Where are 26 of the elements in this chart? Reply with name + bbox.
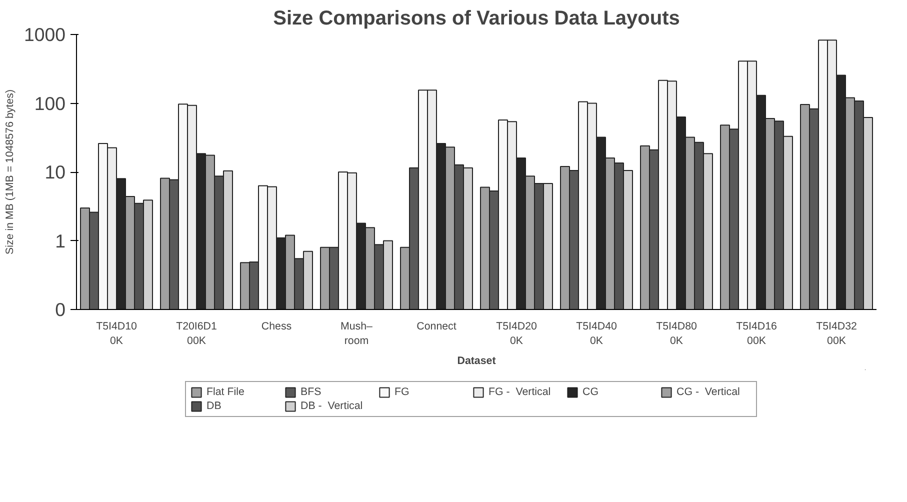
legend-label: Flat File (206, 386, 246, 398)
legend-label: CG - Vertical (676, 386, 741, 398)
y-tick-label: 1 (55, 230, 66, 252)
legend-label: DB (206, 400, 222, 412)
legend-label: CG (582, 386, 600, 398)
x-tick-label: Mush– room (340, 320, 373, 347)
x-tick-label: T5I4D10 0K (96, 320, 138, 347)
y-tick-label: 1000 (24, 24, 66, 45)
y-tick-label: 10 (44, 162, 66, 182)
x-tick-label: Chess (261, 320, 292, 332)
legend-label: DB - Vertical (300, 400, 364, 412)
y-tick-label: 0 (55, 299, 66, 320)
x-tick-label: T5I4D40 0K (576, 320, 618, 347)
x-tick-label: T5I4D80 0K (656, 320, 698, 347)
x-tick-label: T5I4D16 00K (736, 320, 778, 347)
y-axis-title: Size in MB (1MB = 1048576 bytes) (4, 90, 16, 254)
legend-label: FG - Vertical (488, 386, 552, 398)
legend-label: FG (394, 386, 410, 398)
x-tick-label: T5I4D32 00K (816, 320, 858, 347)
x-tick-label: T5I4D20 0K (496, 320, 538, 347)
legend-label: BFS (300, 386, 322, 398)
x-tick-label: Connect (416, 320, 456, 332)
chart-title: Size Comparisons of Various Data Layouts (273, 8, 680, 30)
x-tick-label: T20I6D1 00K (176, 320, 218, 347)
y-tick-label: 100 (34, 92, 66, 114)
x-axis-title: Dataset (457, 354, 496, 367)
